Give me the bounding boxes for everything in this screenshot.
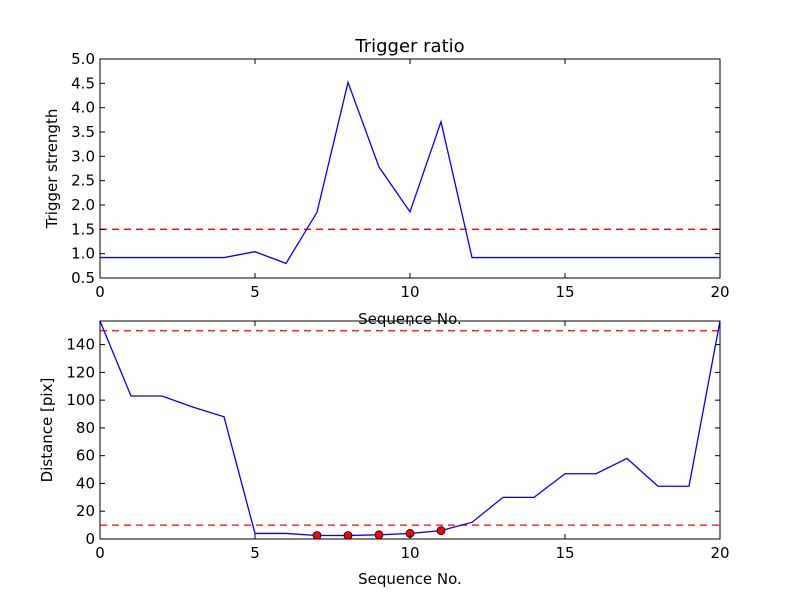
y-axis-label: Distance [pix] (38, 378, 56, 483)
y-tick-label: 20 (76, 502, 95, 520)
x-tick-label: 0 (95, 544, 105, 562)
y-tick-label: 1.5 (71, 220, 95, 238)
y-tick-label: 140 (66, 336, 95, 354)
axis-ticks: 0 5 10 15 20 0.5 1.0 1.5 2.0 2.5 3.0 3.5 4.0 4.5 5.0 (71, 50, 729, 301)
y-tick-label: 1.0 (71, 245, 95, 263)
y-tick-label: 3.5 (71, 123, 95, 141)
y-tick-label: 2.5 (71, 172, 95, 190)
detection-marker (374, 530, 384, 539)
x-tick-label: 20 (710, 544, 729, 562)
y-tick-label: 2.0 (71, 196, 95, 214)
axis-ticks: 0 5 10 15 20 0 20 40 60 80 100 120 140 (66, 321, 730, 562)
x-tick-label: 15 (555, 283, 574, 301)
plot-area (100, 80, 720, 265)
x-tick-label: 5 (250, 544, 260, 562)
plot-area (100, 321, 720, 539)
trigger-ratio-chart: Trigger ratio 0 5 10 15 20 0.5 1.0 1.5 2.0 2.5 3.0… (43, 36, 730, 328)
detection-marker (436, 526, 446, 536)
series-line (100, 80, 720, 265)
y-tick-label: 0.5 (71, 269, 95, 287)
x-tick-label: 10 (400, 283, 419, 301)
y-tick-label: 3.0 (71, 147, 95, 165)
y-tick-label: 100 (66, 391, 95, 409)
y-tick-label: 40 (76, 474, 95, 492)
y-tick-label: 120 (66, 363, 95, 381)
y-axis-label: Trigger strength (43, 109, 61, 230)
y-tick-label: 4.5 (71, 74, 95, 92)
y-tick-label: 80 (76, 419, 95, 437)
x-tick-label: 15 (555, 544, 574, 562)
x-tick-label: 20 (710, 283, 729, 301)
detection-marker (343, 531, 353, 539)
x-axis-label: Sequence No. (358, 310, 462, 328)
y-tick-label: 0 (85, 530, 95, 548)
y-tick-label: 4.0 (71, 99, 95, 117)
detection-marker (312, 531, 322, 539)
chart-title: Trigger ratio (354, 36, 464, 57)
y-tick-label: 5.0 (71, 50, 95, 68)
x-axis-label: Sequence No. (358, 570, 462, 588)
x-tick-label: 0 (95, 283, 105, 301)
x-tick-label: 10 (400, 544, 419, 562)
x-tick-label: 5 (250, 283, 260, 301)
y-tick-label: 60 (76, 447, 95, 465)
